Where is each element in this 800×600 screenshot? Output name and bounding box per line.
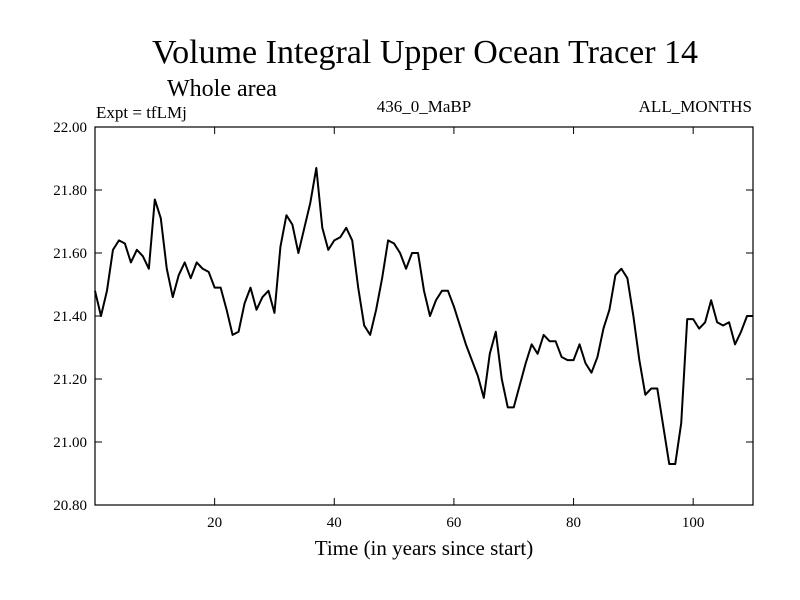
y-tick-label: 21.60 xyxy=(53,246,87,262)
y-tick-label: 21.00 xyxy=(53,435,87,451)
experiment-label: Expt = tfLMj xyxy=(96,103,187,122)
plot-frame xyxy=(94,126,754,506)
y-axis: 20.80 21.00 21.20 21.40 21.60 21.80 22.00 xyxy=(53,120,753,514)
series-line xyxy=(94,166,753,466)
x-tick-label: 60 xyxy=(446,515,461,531)
y-tick-label: 21.40 xyxy=(53,309,87,325)
y-tick-label: 20.80 xyxy=(53,498,87,514)
period-label: 436_0_MaBP xyxy=(377,97,471,116)
x-tick-label: 20 xyxy=(207,515,222,531)
y-tick-label: 21.80 xyxy=(53,183,87,199)
y-tick-label: 22.00 xyxy=(53,120,87,136)
x-axis-label: Time (in years since start) xyxy=(315,536,534,560)
y-tick-label: 21.20 xyxy=(53,372,87,388)
chart-subtitle: Whole area xyxy=(167,76,277,102)
season-label: ALL_MONTHS xyxy=(639,97,752,116)
x-axis: 20 40 60 80 100 xyxy=(207,127,704,531)
x-tick-label: 40 xyxy=(327,515,342,531)
x-tick-label: 80 xyxy=(566,515,581,531)
x-tick-label: 100 xyxy=(682,515,705,531)
chart-title: Volume Integral Upper Ocean Tracer 14 xyxy=(152,34,698,71)
